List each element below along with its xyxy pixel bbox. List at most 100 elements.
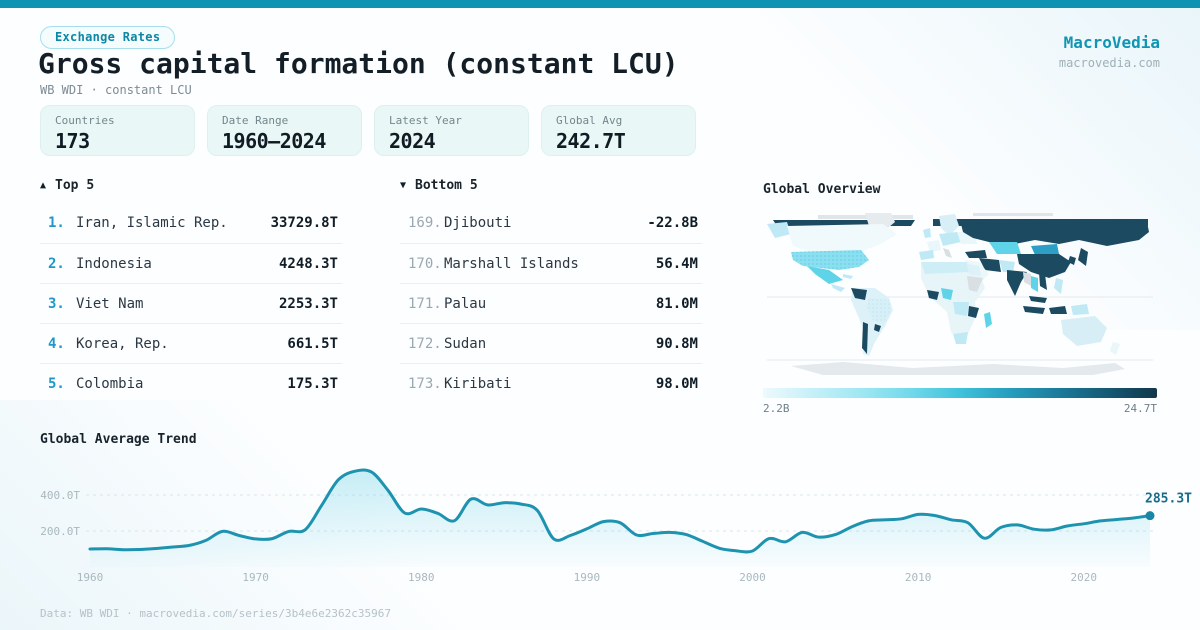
footer-series-link[interactable]: macrovedia.com/series/3b4e6e2362c35967 [139,607,392,620]
global-overview-block: Global Overview [763,182,1157,415]
choropleth-color-scale [763,388,1157,398]
region-indonesia [1023,306,1045,314]
rank-number: 5. [48,375,65,392]
page-subtitle: WB WDI · constant LCU [40,83,192,97]
trend-line-chart: 400.0T 200.0T 1960 1970 1980 1990 2000 2010 2020… [40,468,1192,584]
country-name: Korea, Rep. [76,335,169,352]
region-mexico [807,266,843,284]
region-tanzania [968,306,979,318]
region-mongolia [1031,244,1059,255]
scale-min-label: 2.2B [763,402,790,415]
map-title: Global Overview [763,182,881,197]
region-cuba [843,274,853,279]
stat-value: 1960–2024 [222,129,326,153]
bottom5-panel: ▼ Bottom 5 169. Djibouti -22.8B 170. Mar… [400,176,702,403]
top5-panel: ▲ Top 5 1. Iran, Islamic Rep. 33729.8T 2… [40,176,342,403]
country-value: 33729.8T [270,215,338,231]
country-name: Marshall Islands [444,255,579,272]
rank-number: 170. [408,255,442,272]
region-malaysia [1029,296,1047,303]
brand-domain-link[interactable]: macrovedia.com [1058,56,1160,70]
region-korea [1068,256,1076,265]
country-name: Djibouti [444,215,512,231]
region-japan [1078,248,1088,266]
region-turkey [965,250,987,258]
top5-title: Top 5 [55,177,95,193]
region-vietnam [1039,272,1047,290]
region-north-africa [921,262,969,274]
region-china [1017,254,1071,278]
stat-label: Latest Year [389,114,462,127]
region-antarctica [791,362,1125,375]
country-name: Iran, Islamic Rep. [76,215,228,231]
svg-text:200.0T: 200.0T [40,525,80,538]
svg-text:1990: 1990 [574,571,601,584]
data-source-caption: Data: WB WDI · macrovedia.com/series/3b4… [40,607,391,620]
region-thailand [1031,276,1038,292]
bottom5-rows: 169. Djibouti -22.8B 170. Marshall Islan… [400,203,702,403]
country-name: Viet Nam [76,295,144,312]
region-alaska [767,222,791,238]
trend-chart-title: Global Average Trend [40,432,197,447]
region-canada [787,224,897,254]
region-italy [943,248,952,258]
region-iberia [919,250,934,260]
brand-name[interactable]: MacroVedia [1063,33,1160,52]
region-africa [921,262,992,344]
country-value: 56.4M [655,255,698,272]
region-brazil [867,298,891,324]
scale-max-label: 24.7T [1123,402,1157,415]
category-badge[interactable]: Exchange Rates [40,26,176,49]
country-value: -22.8B [647,215,698,231]
down-triangle-icon: ▼ [400,179,407,191]
stat-label: Date Range [222,114,289,127]
list-item: 173. Kiribati 98.0M [400,363,702,403]
rank-number: 172. [408,335,442,352]
region-drc [953,302,969,316]
svg-text:1970: 1970 [242,571,269,584]
country-value: 175.3T [287,375,338,392]
region-north-america [767,213,897,292]
stat-value: 242.7T [556,129,626,153]
svg-text:1980: 1980 [408,571,435,584]
region-philippines [1054,278,1063,294]
rank-number: 1. [48,215,65,231]
page-title: Gross capital formation (constant LCU) [38,47,679,80]
stat-card-global-avg: Global Avg 242.7T [541,105,696,156]
region-asia [961,222,1149,315]
list-item: 5. Colombia 175.3T [40,363,342,403]
svg-text:2010: 2010 [905,571,932,584]
bottom5-heading: ▼ Bottom 5 [400,176,702,194]
country-value: 4248.3T [278,255,338,272]
bottom5-title: Bottom 5 [415,177,478,193]
global-average-trend-block: Global Average Trend 400.0T 200.0T 1960 197… [40,432,1192,587]
rank-number: 171. [408,295,442,312]
region-south-africa [953,332,968,344]
list-item: 3. Viet Nam 2253.3T [40,283,342,323]
region-myanmar [1023,272,1031,286]
list-item: 169. Djibouti -22.8B [400,203,702,243]
country-value: 2253.3T [278,295,338,312]
list-item: 171. Palau 81.0M [400,283,702,323]
region-egypt [967,264,981,276]
svg-text:1960: 1960 [77,571,104,584]
region-oceania [1061,316,1120,355]
region-indonesia-east [1049,306,1067,314]
country-value: 81.0M [655,295,698,312]
rank-number: 169. [408,215,442,231]
list-item: 2. Indonesia 4248.3T [40,243,342,283]
world-choropleth-map [767,213,1153,375]
region-central-america [831,284,845,292]
region-iran [979,258,1001,272]
accent-topbar [0,0,1200,8]
svg-text:400.0T: 400.0T [40,489,80,502]
top5-heading: ▲ Top 5 [40,176,342,194]
stat-value: 2024 [389,129,436,153]
rank-number: 2. [48,255,65,272]
stat-label: Global Avg [556,114,623,127]
region-russia [961,222,1149,246]
country-name: Colombia [76,375,144,392]
list-item: 170. Marshall Islands 56.4M [400,243,702,283]
list-item: 172. Sudan 90.8M [400,323,702,363]
list-item: 1. Iran, Islamic Rep. 33729.8T [40,203,342,243]
